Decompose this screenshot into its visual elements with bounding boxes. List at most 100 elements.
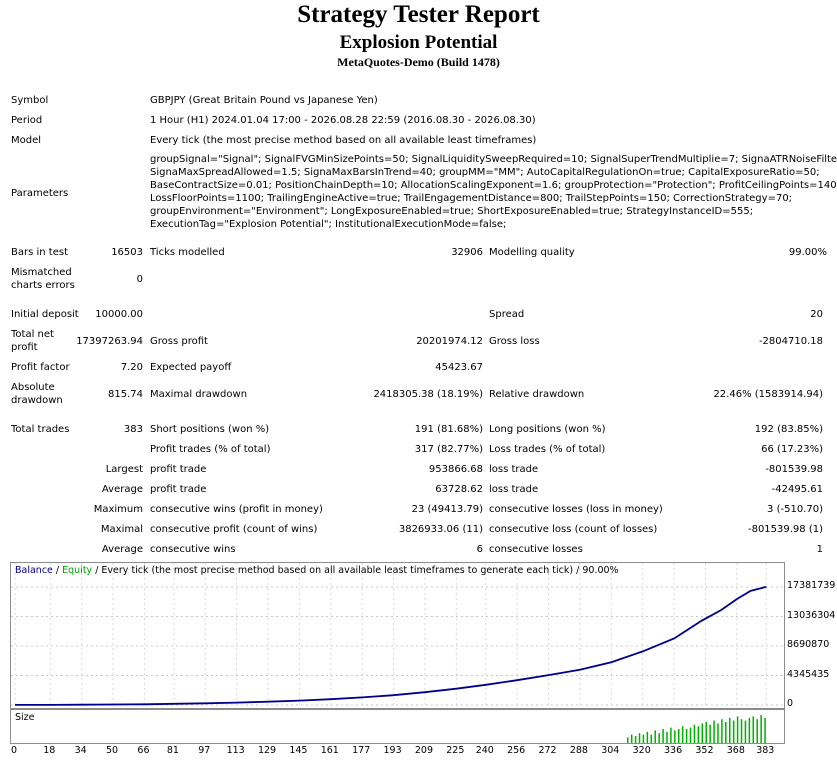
size-bar <box>748 717 751 743</box>
period-value: 1 Hour (H1) 2024.01.04 17:00 - 2026.08.2… <box>150 115 536 126</box>
y-tick-label: 13036304 <box>787 609 836 621</box>
x-tick-label: 34 <box>74 745 87 756</box>
largest-lt-value: -801539.98 <box>765 464 823 475</box>
balance-chart-svg <box>11 563 784 708</box>
size-bar <box>732 720 735 743</box>
size-bar <box>670 727 672 743</box>
size-bar <box>701 723 704 743</box>
pf-value: 7.20 <box>120 362 143 373</box>
maxl-cl-label: consecutive loss (count of losses) <box>489 524 658 535</box>
size-bar <box>736 716 739 743</box>
x-tick-label: 272 <box>538 745 557 756</box>
mismatch-label: Mismatched charts errors <box>11 267 75 291</box>
legend-separator: / <box>52 565 63 576</box>
average-pt-label: profit trade <box>150 484 207 495</box>
absdd-value: 815.74 <box>108 389 143 400</box>
spread-value: 20 <box>810 309 823 320</box>
maxl-cp-label: consecutive profit (count of wins) <box>150 524 318 535</box>
size-bar <box>662 729 664 743</box>
parameters-line: BaseContractSize=0.01; PositionChainDept… <box>150 180 837 191</box>
size-label: Size <box>15 712 35 723</box>
size-bar <box>756 719 758 743</box>
x-tick-label: 81 <box>166 745 179 756</box>
largest-pt-value: 953866.68 <box>428 464 483 475</box>
reldd-value: 22.46% (1583914.94) <box>713 389 823 400</box>
maxl-cl-value: -801539.98 (1) <box>747 524 823 535</box>
x-tick-label: 304 <box>601 745 620 756</box>
avg-cl-label: consecutive losses <box>489 544 583 555</box>
quality-value: 99.00% <box>788 247 827 258</box>
max-cl-label: consecutive losses (loss in money) <box>489 504 663 515</box>
netprofit-value: 17397263.94 <box>76 336 143 347</box>
deposit-label: Initial deposit <box>11 309 79 320</box>
parameters-line: SignaMaxSpreadAllowed=1.5; SignaMaxBarsI… <box>150 167 820 178</box>
balance-line <box>15 585 767 706</box>
x-tick-label: 161 <box>320 745 339 756</box>
x-tick-label: 240 <box>475 745 494 756</box>
model-value: Every tick (the most precise method base… <box>150 135 537 146</box>
legend-equity: Equity <box>62 565 93 576</box>
size-bar <box>638 733 641 743</box>
size-chart: Size <box>10 709 785 744</box>
mismatch-value: 0 <box>136 274 143 285</box>
size-bar <box>681 726 684 743</box>
average-pt-value: 63728.62 <box>435 484 483 495</box>
size-bar <box>709 724 711 743</box>
size-bar <box>725 722 727 743</box>
average-label: Average <box>101 484 143 495</box>
netprofit-label: Total net profit <box>11 329 54 353</box>
report-subtitle: Explosion Potential <box>339 32 498 53</box>
y-tick-label: 8690870 <box>787 639 830 650</box>
x-tick-label: 50 <box>106 745 119 756</box>
parameters-line: groupEnvironment="Environment"; LongExpo… <box>150 206 754 217</box>
x-tick-label: 0 <box>10 745 18 756</box>
maxdd-value: 2418305.38 (18.19%) <box>373 389 483 400</box>
deposit-value: 10000.00 <box>95 309 143 320</box>
symbol-label: Symbol <box>11 95 49 106</box>
x-tick-label: 66 <box>137 745 150 756</box>
maxdd-label: Maximal drawdown <box>150 389 248 400</box>
symbol-value: GBPJPY (Great Britain Pound vs Japanese … <box>150 95 378 106</box>
legend-description: / Every tick (the most precise method ba… <box>92 565 619 576</box>
ticks-value: 32906 <box>451 247 483 258</box>
x-tick-label: 383 <box>756 745 775 756</box>
largest-lt-label: loss trade <box>489 464 539 475</box>
size-bar <box>697 726 700 743</box>
long-label: Long positions (won %) <box>489 424 606 435</box>
bars-value: 16503 <box>111 247 143 258</box>
avg-cw-value: 6 <box>476 544 483 555</box>
payoff-value: 45423.67 <box>435 362 483 373</box>
x-tick-label: 97 <box>198 745 211 756</box>
x-tick-label: 113 <box>226 745 245 756</box>
balance-chart: Balance / Equity / Every tick (the most … <box>10 562 785 709</box>
avg-cw-label: consecutive wins <box>150 544 236 555</box>
x-tick-label: 18 <box>43 745 56 756</box>
size-bar <box>642 734 645 743</box>
x-tick-label: 352 <box>695 745 714 756</box>
parameters-line: ExecutionTag="Explosion Potential"; Inst… <box>150 219 507 230</box>
size-bar <box>685 729 688 743</box>
size-bar <box>678 729 680 743</box>
size-bar <box>721 719 723 743</box>
profit-trades-label: Profit trades (% of total) <box>150 444 271 455</box>
size-bar <box>693 724 696 743</box>
size-bar <box>654 730 656 743</box>
avg-cl-value: 1 <box>816 544 823 555</box>
grossloss-label: Gross loss <box>489 336 540 347</box>
reldd-label: Relative drawdown <box>489 389 585 400</box>
size-bar <box>717 723 719 743</box>
max-cl-value: 3 (-510.70) <box>767 504 823 515</box>
profit-trades-value: 317 (82.77%) <box>414 444 483 455</box>
size-chart-svg <box>627 715 766 743</box>
loss-trades-label: Loss trades (% of total) <box>489 444 606 455</box>
size-bar <box>666 731 668 743</box>
pf-label: Profit factor <box>11 362 70 373</box>
size-bar <box>705 722 707 743</box>
size-bar <box>744 720 747 743</box>
x-tick-label: 193 <box>383 745 402 756</box>
x-tick-label: 177 <box>352 745 371 756</box>
spread-label: Spread <box>489 309 525 320</box>
average-lt-label: loss trade <box>489 484 539 495</box>
y-tick-label: 17381739 <box>787 580 836 591</box>
x-tick-label: 368 <box>726 745 745 756</box>
